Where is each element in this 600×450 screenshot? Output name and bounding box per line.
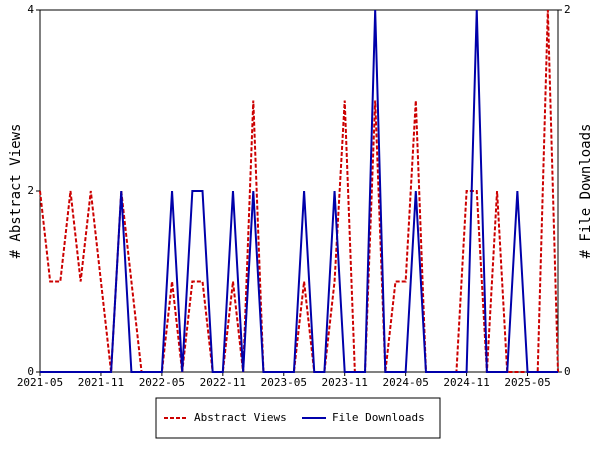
plot-area xyxy=(39,9,559,373)
legend-label: Abstract Views xyxy=(194,411,287,424)
y-tick-label: 0 xyxy=(27,365,34,378)
x-tick-label: 2021-05 xyxy=(17,376,63,389)
x-tick-label: 2022-11 xyxy=(200,376,246,389)
y-tick-label: 4 xyxy=(27,3,34,16)
y-tick-label: 2 xyxy=(27,184,34,197)
legend-box xyxy=(155,397,441,439)
y2-tick-label: 0 xyxy=(564,365,571,378)
line-series xyxy=(40,9,558,373)
x-tick-label: 2022-05 xyxy=(139,376,185,389)
y2-axis-label: # File Downloads xyxy=(578,124,594,259)
line-series xyxy=(39,9,559,373)
legend-label: File Downloads xyxy=(332,411,425,424)
x-tick-label: 2023-05 xyxy=(261,376,307,389)
y-axis-label: # Abstract Views xyxy=(8,124,24,259)
x-tick-label: 2021-11 xyxy=(78,376,124,389)
y2-tick-label: 2 xyxy=(564,3,571,16)
x-tick-label: 2024-11 xyxy=(443,376,489,389)
x-tick-label: 2025-05 xyxy=(504,376,550,389)
x-tick-label: 2023-11 xyxy=(322,376,368,389)
x-tick-label: 2024-05 xyxy=(382,376,428,389)
